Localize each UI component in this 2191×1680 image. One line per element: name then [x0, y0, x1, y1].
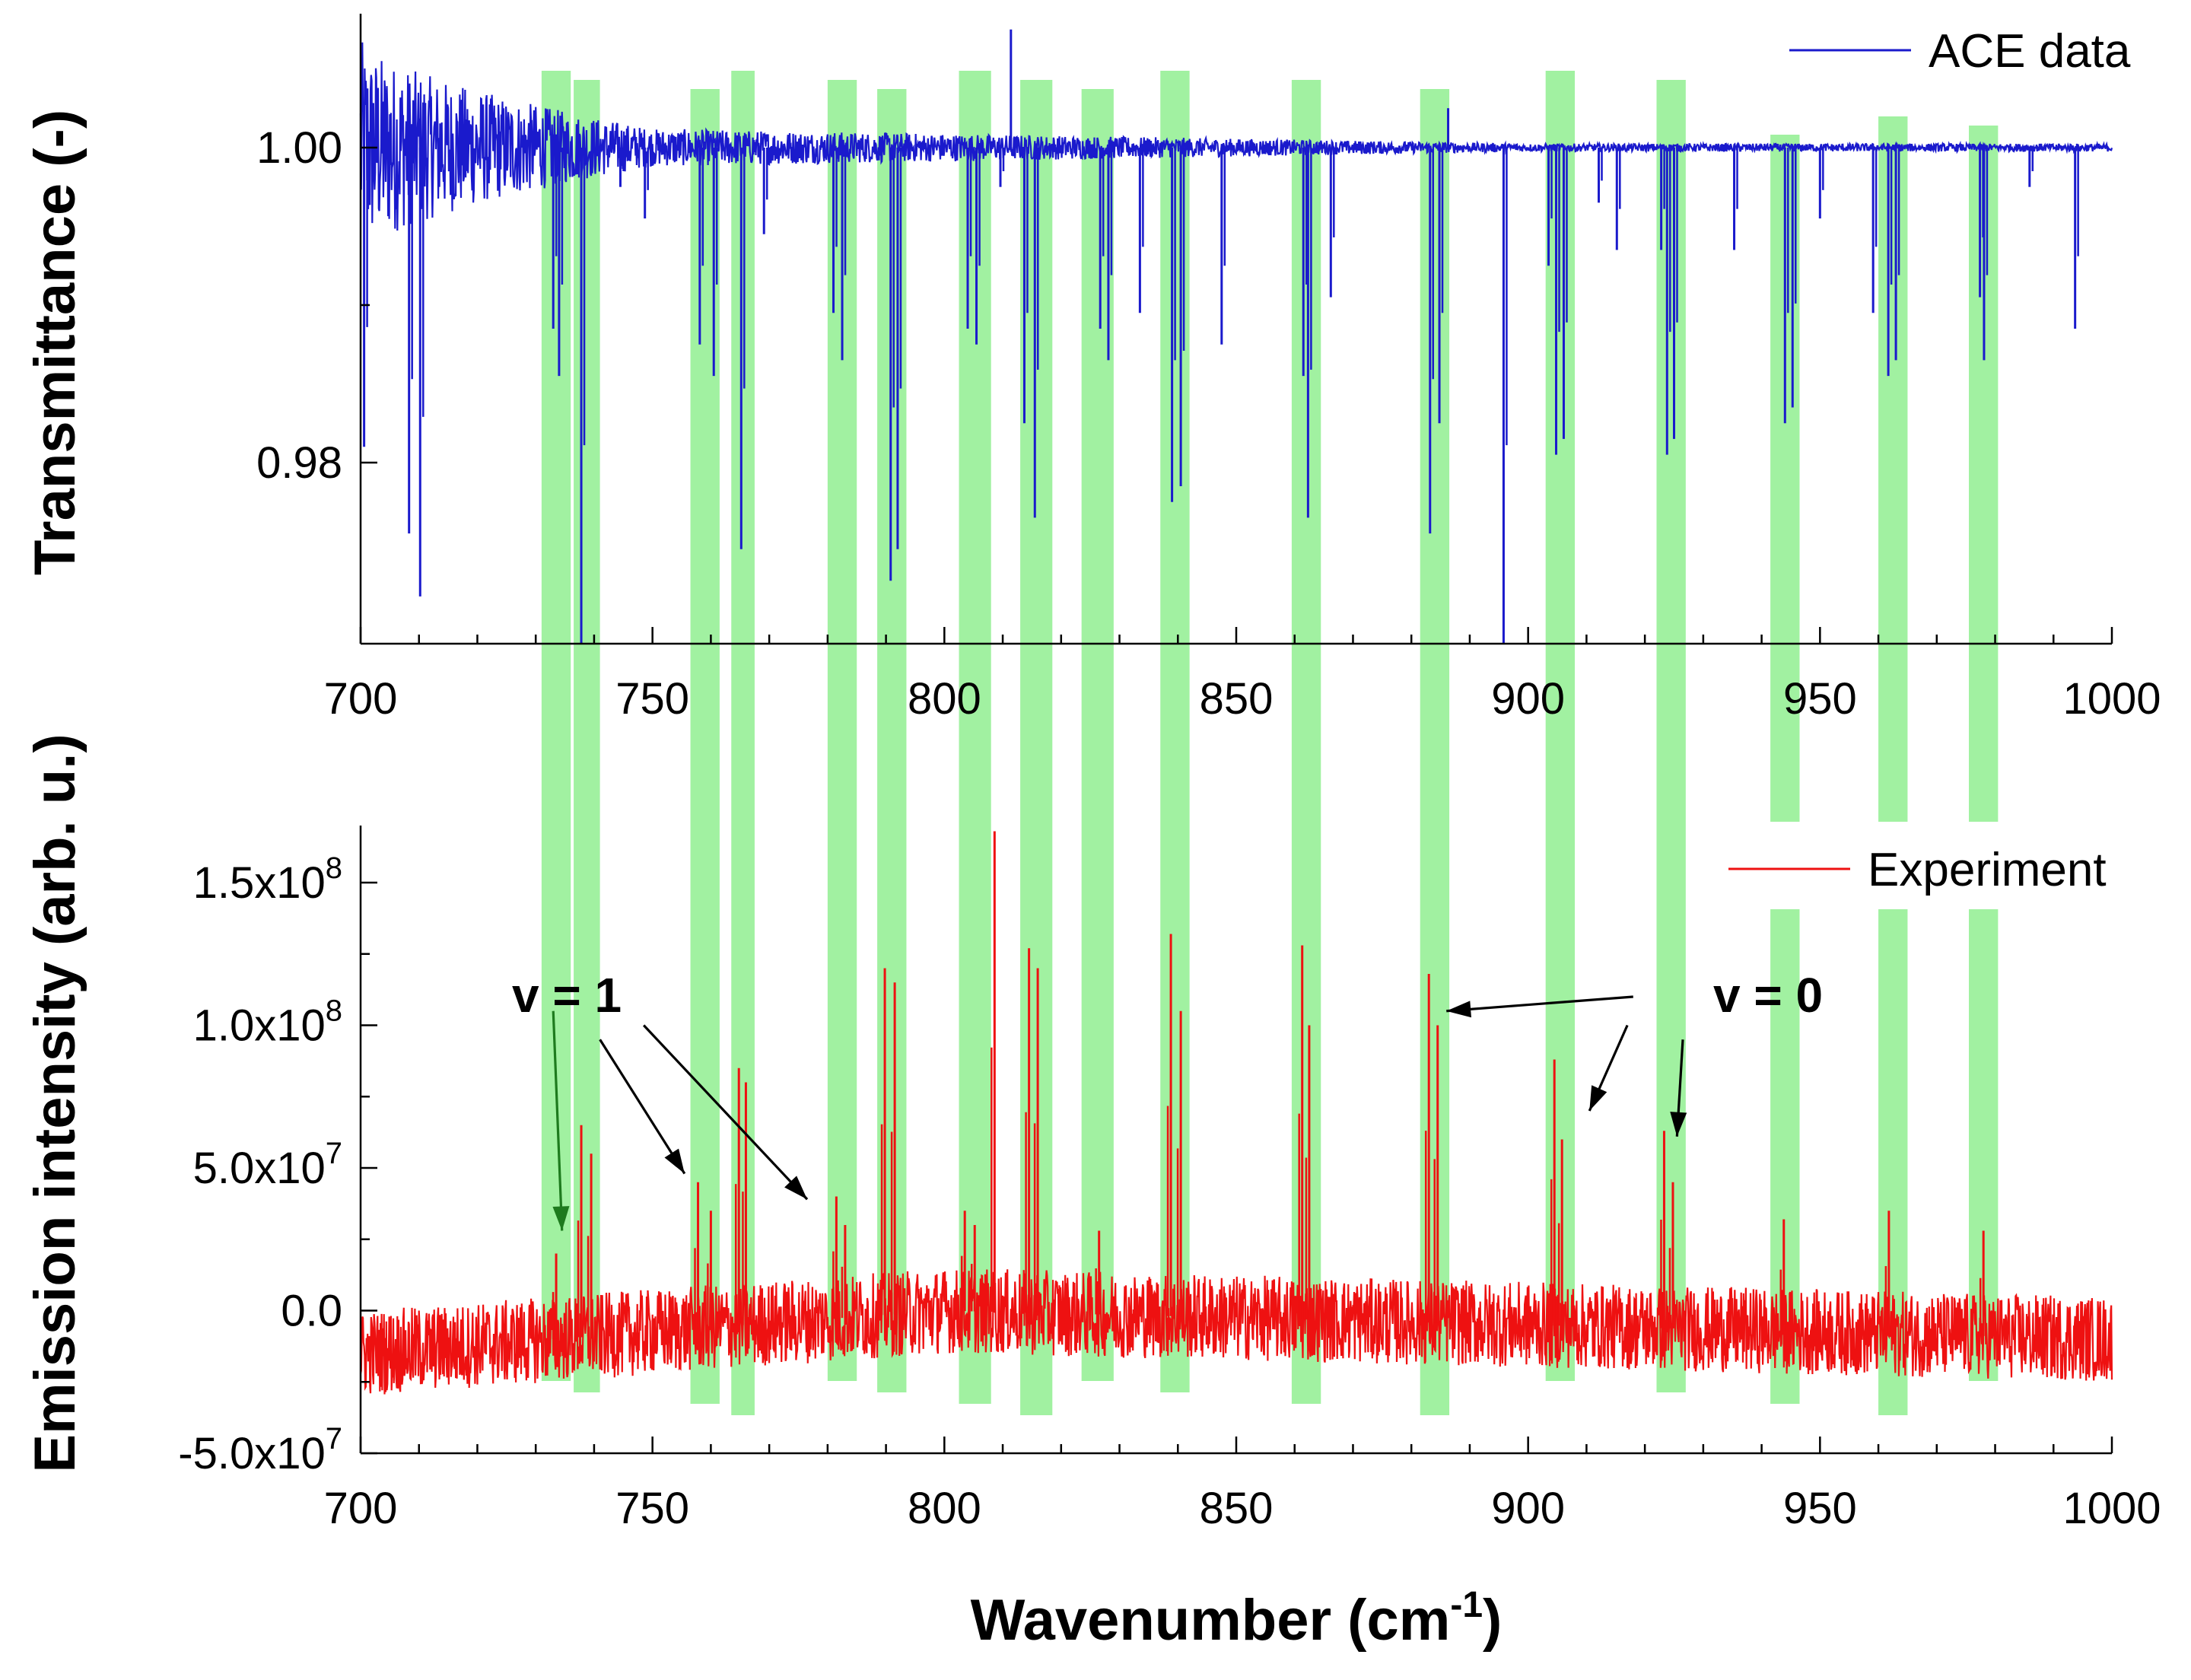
y-tick-label: 0.98	[256, 438, 342, 488]
highlight-band	[959, 71, 991, 1404]
y-tick-label: 1.5x108	[193, 851, 342, 908]
annotations: v = 1 v = 0	[512, 968, 1823, 1231]
y-tick-label: 1.0x108	[193, 994, 342, 1051]
annotation-arrows	[552, 995, 1687, 1231]
x-tick-label: 1000	[2062, 674, 2161, 724]
highlight-band	[1656, 80, 1686, 1392]
x-axis-title-suffix: )	[1483, 1588, 1502, 1653]
ace-data-series	[359, 29, 2113, 644]
x-tick-label: 1000	[2062, 1484, 2161, 1533]
x-tick-label: 850	[1200, 674, 1274, 724]
arrow-head	[1670, 1112, 1687, 1137]
x-tick-label: 900	[1491, 674, 1565, 724]
y-tick-label-mantissa: 1.0x10	[193, 1001, 326, 1051]
x-tick-label: 750	[615, 674, 689, 724]
arrow-shaft	[599, 1039, 686, 1175]
x-tick-label: 750	[615, 1484, 689, 1533]
y-tick-label-mantissa: 5.0x10	[193, 1144, 326, 1193]
x-tick-label: 700	[324, 1484, 398, 1533]
x-axis-title-wavenumber: Wavenumber (cm-1)	[971, 1585, 1503, 1653]
y-tick-label-exponent: 7	[326, 1422, 342, 1456]
arrow-shaft	[1446, 995, 1633, 1013]
highlight-band-upper	[1878, 116, 1908, 822]
arrow-head	[784, 1176, 808, 1200]
arrow-head	[664, 1148, 685, 1174]
legend-label-ace: ACE data	[1929, 25, 2131, 78]
y-tick-label-mantissa: -5.0x10	[178, 1429, 325, 1478]
x-tick-label: 950	[1783, 1484, 1857, 1533]
experiment-series	[359, 831, 2113, 1395]
arrow-shaft	[552, 1010, 564, 1231]
arrow-head	[1446, 1001, 1471, 1018]
y-tick-label: 5.0x107	[193, 1137, 342, 1193]
highlight-band	[690, 89, 720, 1404]
y-tick-label-exponent: 8	[326, 851, 342, 885]
y-tick-label-exponent: 7	[326, 1137, 342, 1170]
arrow-head	[1589, 1085, 1607, 1111]
arrow-head	[552, 1206, 570, 1231]
x-tick-label: 800	[908, 1484, 981, 1533]
bottom-legend: Experiment	[1728, 844, 2107, 896]
legend-label-experiment: Experiment	[1868, 844, 2107, 896]
x-tick-label: 800	[908, 674, 981, 724]
y-axis-title-transmittance: Transmittance (-)	[23, 110, 87, 575]
x-tick-label: 900	[1491, 1484, 1565, 1533]
top-axes: 700 750 800 850 900 950 1000 0.98 1.00	[256, 14, 2161, 724]
x-tick-label: 950	[1783, 674, 1857, 724]
y-tick-label-mantissa: 0.0	[281, 1287, 342, 1336]
x-tick-label: 700	[324, 674, 398, 724]
y-tick-label-exponent: 8	[326, 994, 342, 1028]
x-axis-title-superscript: -1	[1450, 1585, 1483, 1625]
arrow-shaft	[642, 1024, 809, 1201]
y-axis-title-emission: Emission intensity (arb. u.)	[23, 733, 87, 1472]
x-axis-title-main: Wavenumber (cm	[971, 1588, 1451, 1653]
highlight-band	[1545, 71, 1576, 1381]
y-tick-label: 0.0	[281, 1287, 342, 1336]
experiment-line	[359, 1269, 2113, 1395]
y-tick-label: -5.0x107	[178, 1422, 342, 1478]
bottom-axes: 700 750 800 850 900 950 1000-5.0x1070.05.0x107…	[178, 826, 2161, 1533]
y-tick-label-mantissa: 1.5x10	[193, 858, 326, 908]
y-tick-label: 1.00	[256, 123, 342, 173]
highlight-band	[541, 71, 571, 1381]
annotation-v0: v = 0	[1713, 968, 1823, 1023]
annotation-v1: v = 1	[512, 968, 622, 1023]
x-tick-label: 850	[1200, 1484, 1274, 1533]
bottom-panel: 700 750 800 850 900 950 1000-5.0x1070.05.0x107…	[23, 733, 2161, 1653]
highlight-band	[574, 80, 600, 1392]
top-legend: ACE data	[1789, 25, 2131, 78]
